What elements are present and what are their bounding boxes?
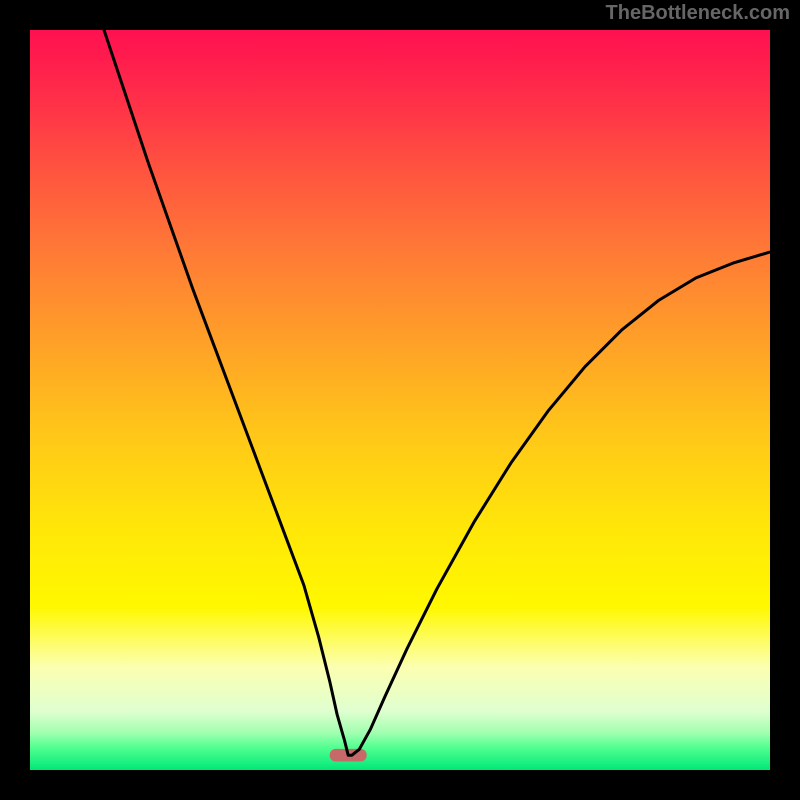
chart-svg [0, 0, 800, 800]
bottleneck-chart: TheBottleneck.com [0, 0, 800, 800]
watermark-text: TheBottleneck.com [606, 2, 790, 25]
